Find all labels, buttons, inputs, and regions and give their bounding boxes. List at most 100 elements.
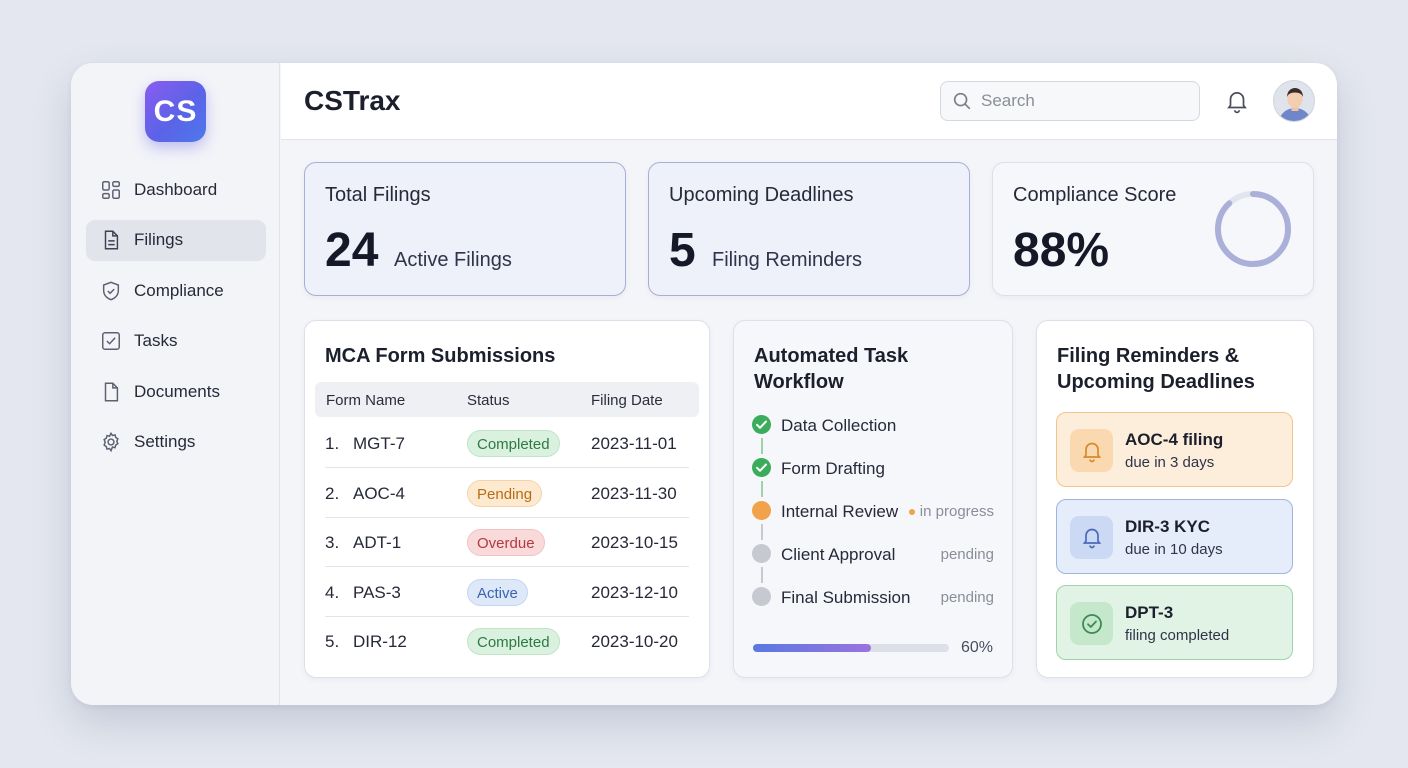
sidebar-item-label: Dashboard [134, 179, 218, 199]
status-badge: Overdue [467, 529, 545, 556]
check-circle-icon [752, 415, 771, 434]
table-row[interactable]: 3. ADT-1 Overdue 2023-10-15 [325, 518, 689, 567]
workflow-step[interactable]: Final Submission pending [752, 586, 994, 608]
reminder-card[interactable]: DIR-3 KYC due in 10 days [1056, 498, 1293, 574]
sidebar: CS Dashboard Filings Compliance [71, 63, 280, 705]
filing-date-cell: 2023-10-20 [591, 632, 678, 651]
table-row[interactable]: 1. MGT-7 Completed 2023-11-01 [325, 419, 689, 468]
file-icon [100, 229, 122, 251]
form-name-cell: ADT-1 [353, 533, 402, 552]
workflow-progress-value: 60% [961, 639, 994, 656]
step-connector [761, 481, 763, 497]
bell-icon [1070, 515, 1113, 559]
search-input[interactable] [981, 91, 1181, 111]
sidebar-nav: Dashboard Filings Compliance Tasks [86, 169, 266, 472]
checkbox-icon [100, 330, 122, 352]
status-badge: Completed [467, 430, 560, 457]
total-filings-card[interactable]: Total Filings 24 Active Filings [304, 162, 626, 296]
form-name-cell: PAS-3 [353, 582, 401, 602]
step-label: Final Submission [781, 588, 911, 607]
row-index: 5. [325, 632, 340, 651]
column-header-status[interactable]: Status [467, 392, 510, 409]
reminder-title: AOC-4 filing [1125, 430, 1224, 449]
workflow-step[interactable]: Form Drafting [752, 457, 994, 479]
reminder-subtitle: due in 3 days [1125, 454, 1215, 471]
workflow-progress-bar [753, 644, 949, 652]
reminders-panel-title: Filing Reminders & Upcoming Deadlines [1057, 343, 1255, 395]
status-badge: Completed [467, 628, 560, 655]
filing-reminders-label: Filing Reminders [712, 249, 863, 271]
workflow-step[interactable]: Client Approval pending [752, 543, 994, 565]
upcoming-deadlines-card[interactable]: Upcoming Deadlines 5 Filing Reminders [648, 162, 970, 296]
mca-panel-title: MCA Form Submissions [325, 345, 556, 367]
step-connector [761, 567, 763, 583]
in-progress-indicator-icon [908, 509, 915, 516]
table-header: Form Name Status Filing Date [315, 382, 699, 417]
check-circle-icon [1070, 602, 1113, 645]
upcoming-deadlines-label: Upcoming Deadlines [669, 184, 854, 206]
user-avatar[interactable] [1273, 80, 1315, 122]
top-bar: CSTrax [281, 63, 1337, 140]
sidebar-item-compliance[interactable]: Compliance [86, 270, 266, 311]
sidebar-item-documents[interactable]: Documents [86, 371, 266, 412]
reminders-title-line1: Filing Reminders & [1057, 345, 1240, 367]
status-badge: Pending [467, 479, 543, 507]
step-label: Data Collection [781, 416, 897, 435]
step-label: Client Approval [781, 545, 896, 564]
row-index: 2. [325, 483, 340, 503]
compliance-score-value: 88% [1013, 224, 1110, 277]
filing-date-cell: 2023-10-15 [591, 533, 678, 552]
workflow-title-line2: Workflow [754, 371, 844, 393]
bell-icon [1070, 429, 1113, 472]
mca-form-submissions-panel: MCA Form Submissions Form Name Status Fi… [304, 320, 710, 678]
app-title: CSTrax [304, 85, 401, 116]
row-index: 1. [325, 434, 340, 453]
form-name-cell: AOC-4 [353, 483, 405, 503]
step-status-tag: pending [940, 546, 994, 563]
workflow-panel-title: Automated Task Workflow [754, 343, 908, 395]
sidebar-item-dashboard[interactable]: Dashboard [86, 169, 266, 210]
notifications-bell-icon[interactable] [1224, 88, 1250, 114]
reminder-subtitle: filing completed [1125, 627, 1230, 644]
step-status-tag: in progress [908, 503, 994, 520]
filing-date-cell: 2023-11-01 [591, 434, 677, 453]
reminder-title: DPT-3 [1125, 603, 1174, 622]
reminder-card[interactable]: AOC-4 filing due in 3 days [1056, 412, 1293, 487]
reminders-title-line2: Upcoming Deadlines [1057, 371, 1255, 393]
step-label: Internal Review [781, 502, 899, 521]
search-box[interactable] [940, 81, 1200, 121]
column-header-form-name[interactable]: Form Name [326, 392, 406, 409]
automated-task-workflow-panel: Automated Task Workflow Data Collection F… [733, 320, 1013, 678]
app-logo[interactable]: CS [145, 81, 206, 142]
reminder-card[interactable]: DPT-3 filing completed [1056, 585, 1293, 660]
total-filings-value: 24 [325, 224, 379, 277]
total-filings-label: Total Filings [325, 184, 431, 206]
compliance-ring-chart [1215, 191, 1291, 267]
table-row[interactable]: 2. AOC-4 Pending 2023-11-30 [325, 469, 689, 518]
in-progress-dot-icon [752, 501, 771, 520]
search-icon [953, 92, 971, 110]
sidebar-item-label: Compliance [134, 280, 224, 300]
sidebar-item-tasks[interactable]: Tasks [86, 321, 266, 362]
workflow-step[interactable]: Internal Review in progress [752, 500, 994, 522]
app-window: CS Dashboard Filings Compliance [71, 63, 1337, 705]
sidebar-item-label: Documents [134, 381, 220, 401]
workflow-progress-fill [753, 644, 871, 652]
column-header-filing-date[interactable]: Filing Date [591, 392, 663, 409]
check-circle-icon [752, 458, 771, 477]
workflow-title-line1: Automated Task [754, 345, 909, 367]
table-row[interactable]: 4. PAS-3 Active 2023-12-10 [325, 568, 689, 617]
step-connector [761, 524, 763, 540]
compliance-score-card[interactable]: Compliance Score 88% [992, 162, 1314, 296]
workflow-step[interactable]: Data Collection [752, 414, 994, 436]
pending-dot-icon [752, 544, 771, 563]
row-index: 4. [325, 582, 340, 602]
step-label: Form Drafting [781, 459, 885, 478]
step-status-tag: pending [940, 589, 994, 606]
sidebar-item-settings[interactable]: Settings [86, 422, 266, 463]
shield-icon [100, 280, 122, 302]
status-badge: Active [467, 578, 528, 606]
sidebar-item-filings[interactable]: Filings [86, 219, 266, 261]
sidebar-item-label: Filings [134, 230, 184, 249]
table-row[interactable]: 5. DIR-12 Completed 2023-10-20 [325, 617, 689, 666]
